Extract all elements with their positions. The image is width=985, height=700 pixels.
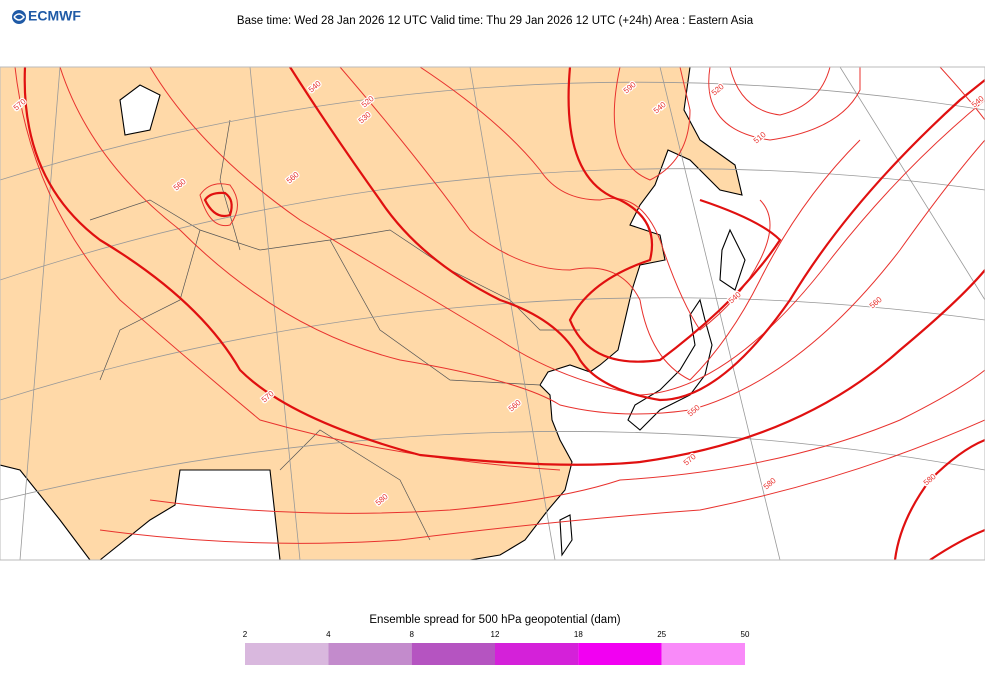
map-frame xyxy=(0,66,985,561)
logo: ECMWF xyxy=(12,8,81,24)
colorbar-tick-label: 12 xyxy=(491,630,500,639)
header-title: Base time: Wed 28 Jan 2026 12 UTC Valid … xyxy=(237,15,754,27)
sea-inland xyxy=(120,85,160,135)
colorbar-segment xyxy=(245,643,329,665)
colorbar-segment xyxy=(578,643,662,665)
logo-icon-wave xyxy=(13,13,25,21)
colorbar-tick-label: 2 xyxy=(243,630,248,639)
colorbar-tick-label: 4 xyxy=(326,630,331,639)
japan xyxy=(627,228,746,431)
map: 5705405305205605405205105605705805405505… xyxy=(0,66,985,561)
logo-text: ECMWF xyxy=(28,8,81,24)
coastline xyxy=(0,67,743,560)
colorbar-tick-label: 18 xyxy=(574,630,583,639)
colorbar-segment xyxy=(495,643,579,665)
logo-icon xyxy=(12,10,26,24)
colorbar-segment xyxy=(328,643,412,665)
colorbar-tick-label: 8 xyxy=(409,630,414,639)
colorbar-segment xyxy=(661,643,745,665)
contours xyxy=(14,67,985,560)
colorbar-tick-label: 50 xyxy=(741,630,750,639)
taiwan xyxy=(559,514,573,557)
colorbar-segment xyxy=(411,643,495,665)
colorbar-tick-label: 25 xyxy=(657,630,666,639)
colorbar: 2 4 8 12 18 25 50 xyxy=(243,630,750,665)
colorbar-title: Ensemble spread for 500 hPa geopotential… xyxy=(369,614,620,626)
borders xyxy=(89,119,580,541)
